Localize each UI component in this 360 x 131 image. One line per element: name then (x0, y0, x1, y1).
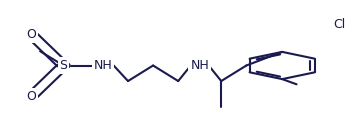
Text: O: O (26, 28, 36, 41)
Text: NH: NH (190, 59, 209, 72)
Text: Cl: Cl (333, 18, 346, 31)
Text: S: S (59, 59, 67, 72)
Text: NH: NH (94, 59, 112, 72)
Text: O: O (26, 90, 36, 103)
